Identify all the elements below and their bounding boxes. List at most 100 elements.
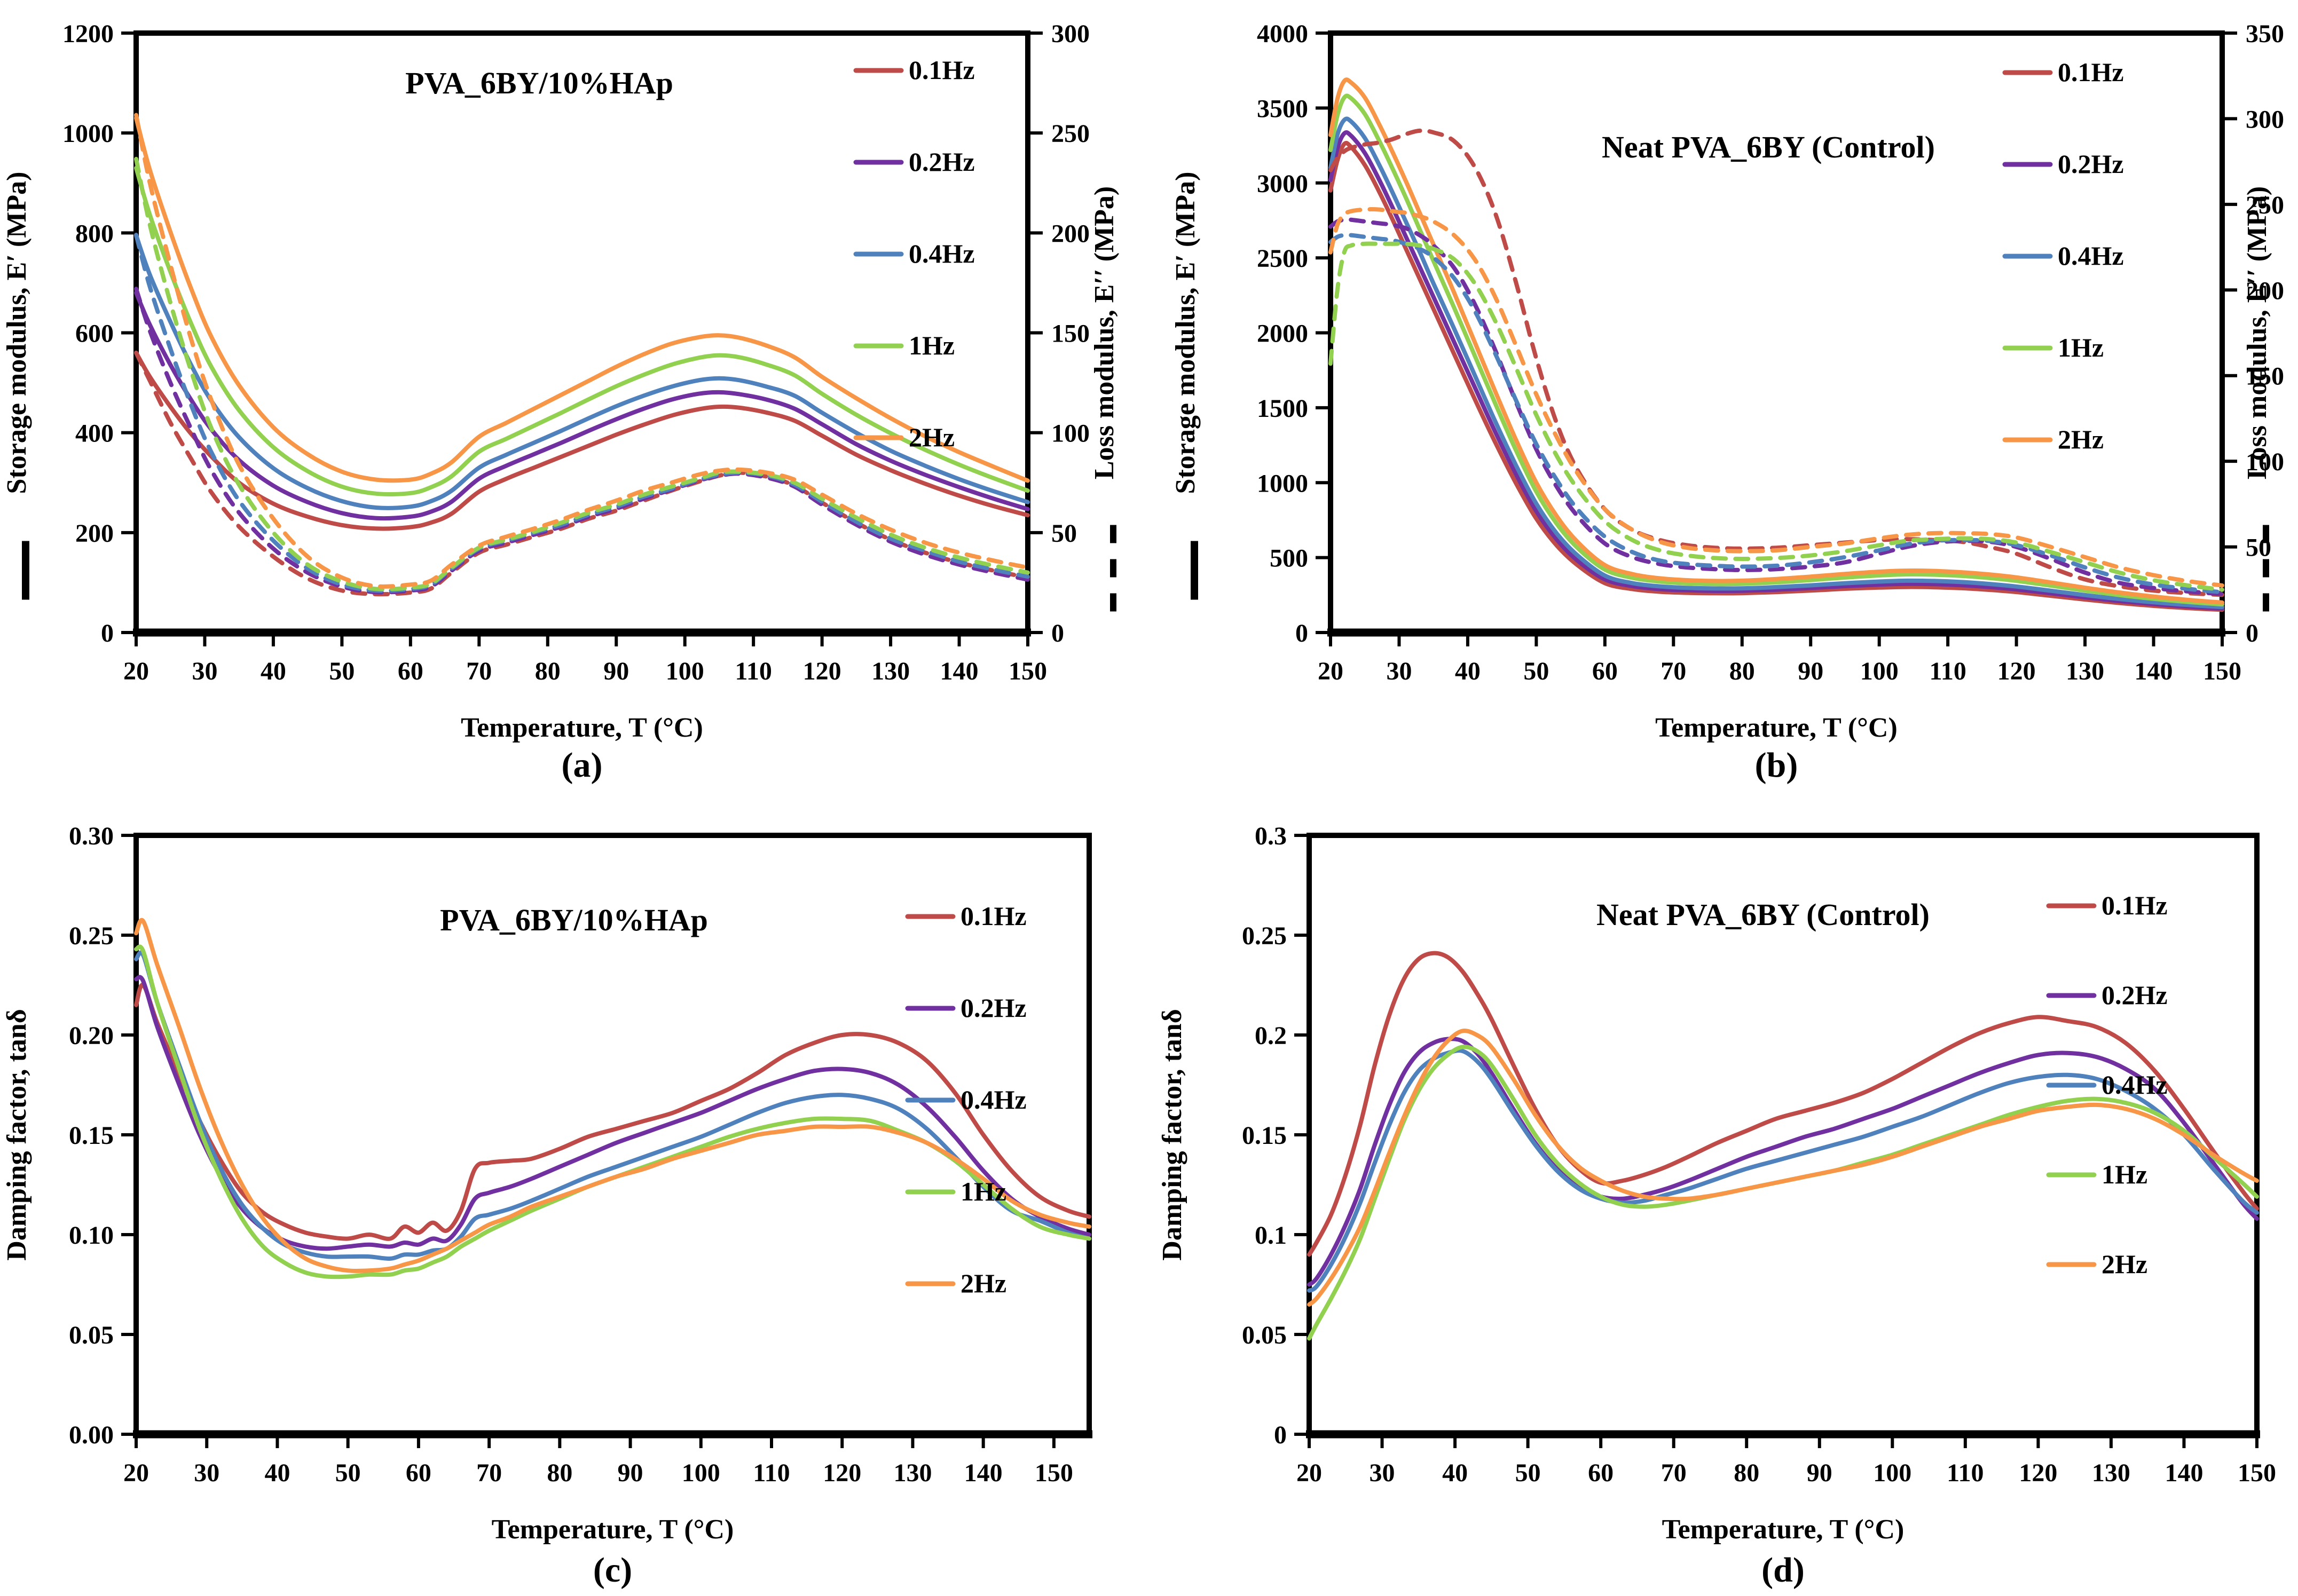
x-tick-label: 60	[1588, 1459, 1614, 1487]
x-tick-label: 90	[1798, 657, 1823, 685]
y-right-axis-title: Loss modulus, E′′ (MPa)	[2242, 186, 2272, 479]
y-right-tick-label: 50	[1051, 519, 1077, 548]
y-right-tick-label: 300	[2246, 105, 2284, 133]
panel-title: PVA_6BY/10%HAp	[440, 903, 708, 937]
y-left-tick-label: 0.3	[1255, 822, 1287, 850]
y-right-tick-label: 250	[2246, 191, 2284, 219]
panel-a-storage-loss-hap: 20 30 40 50 60 70 80 90 100 110 120 130 140 150020040…	[2, 20, 1120, 785]
series-curve-2Hz-loss-dashed	[134, 113, 1030, 589]
y-left-tick-label: 0	[1274, 1421, 1287, 1449]
panel-title: PVA_6BY/10%HAp	[405, 66, 673, 100]
y-left-tick-label: 800	[75, 219, 114, 248]
legend-label: 0.2Hz	[961, 993, 1027, 1023]
legend-label: 0.4Hz	[2102, 1070, 2168, 1100]
series-curve-0.1Hz-solid	[134, 983, 1091, 1241]
y-left-tick-label: 2500	[1257, 244, 1308, 273]
legend-label: 0.1Hz	[961, 901, 1027, 931]
y-left-tick-label: 400	[75, 420, 114, 448]
x-tick-label: 110	[735, 657, 772, 685]
series-curve-0.1Hz-solid	[134, 350, 1030, 531]
x-tick-label: 140	[940, 657, 979, 685]
x-tick-label: 80	[1734, 1459, 1759, 1487]
series-curve-0.4Hz-solid	[134, 950, 1091, 1261]
x-tick-label: 90	[618, 1459, 643, 1487]
x-tick-label: 50	[329, 657, 355, 685]
x-tick-label: 150	[1009, 657, 1047, 685]
y-left-tick-label: 4000	[1257, 20, 1308, 48]
x-tick-label: 130	[2092, 1459, 2130, 1487]
x-tick-label: 150	[2238, 1459, 2276, 1487]
y-left-axis-title: Damping factor, tanδ	[2, 1009, 32, 1260]
y-right-axis-title: Loss modulus, E′′ (MPa)	[1089, 186, 1120, 479]
x-tick-label: 70	[466, 657, 492, 685]
x-tick-label: 40	[264, 1459, 290, 1487]
y-left-tick-label: 3500	[1257, 94, 1308, 123]
panel-d-tandelta-neat: 20 30 40 50 60 70 80 90 100 110 120 130 140 150 0 0.05 0…	[1157, 822, 2276, 1590]
x-tick-label: 150	[2203, 657, 2241, 685]
series-curve-2Hz-solid	[1307, 1029, 2259, 1307]
x-tick-label: 110	[1947, 1459, 1984, 1487]
x-tick-label: 30	[1370, 1459, 1395, 1487]
y-left-tick-label: 0.25	[1242, 922, 1287, 950]
x-tick-label: 110	[753, 1459, 790, 1487]
y-left-tick-label: 2000	[1257, 320, 1308, 348]
series-curve-0.4Hz-solid	[134, 233, 1030, 510]
series-curve-0.2Hz-solid	[134, 290, 1030, 521]
legend-label: 0.4Hz	[909, 239, 975, 268]
x-tick-label: 100	[1873, 1459, 1911, 1487]
y-left-tick-label: 0.10	[69, 1221, 114, 1250]
series-curve-1Hz-solid	[134, 944, 1091, 1279]
y-left-tick-label: 1000	[1257, 469, 1308, 497]
x-tick-label: 90	[1807, 1459, 1832, 1487]
y-left-tick-label: 1000	[62, 120, 114, 148]
y-left-tick-label: 0.20	[69, 1022, 114, 1050]
series-curve-0.4Hz-loss-dashed	[1328, 233, 2224, 595]
series-curve-0.2Hz-solid	[1328, 130, 2224, 611]
x-tick-label: 30	[192, 657, 217, 685]
legend-label: 1Hz	[2058, 333, 2104, 362]
y-left-tick-label: 200	[75, 519, 114, 548]
legend-label: 1Hz	[961, 1176, 1006, 1206]
y-left-tick-label: 600	[75, 320, 114, 348]
x-tick-label: 90	[603, 657, 629, 685]
x-tick-label: 110	[1929, 657, 1966, 685]
legend-label: 0.2Hz	[909, 147, 975, 177]
x-tick-label: 80	[1729, 657, 1755, 685]
legend-label: 0.2Hz	[2102, 980, 2168, 1010]
legend-label: 2Hz	[909, 422, 955, 452]
y-left-tick-label: 0.1	[1255, 1221, 1287, 1250]
series-curve-0.2Hz-loss-dashed	[1328, 217, 2224, 596]
legend-label: 0.1Hz	[2102, 890, 2168, 920]
x-tick-label: 100	[682, 1459, 720, 1487]
y-left-tick-label: 0.30	[69, 822, 114, 850]
y-right-tick-label: 150	[2246, 362, 2284, 391]
series-curve-0.2Hz-loss-dashed	[134, 287, 1030, 595]
x-tick-label: 70	[1660, 657, 1686, 685]
x-tick-label: 60	[398, 657, 423, 685]
x-tick-label: 20	[123, 657, 149, 685]
series-curve-2Hz-solid	[1328, 77, 2224, 605]
x-axis-title: Temperature, T (°C)	[461, 713, 703, 743]
x-tick-label: 70	[1661, 1459, 1687, 1487]
legend-label: 0.4Hz	[2058, 241, 2124, 271]
x-tick-label: 130	[871, 657, 910, 685]
y-right-tick-label: 200	[1051, 219, 1090, 248]
y-right-tick-label: 250	[1051, 120, 1090, 148]
series-curve-2Hz-loss-dashed	[1328, 207, 2224, 588]
series-curve-0.1Hz-solid	[1307, 951, 2259, 1257]
x-tick-label: 140	[2165, 1459, 2203, 1487]
x-tick-label: 130	[2066, 657, 2104, 685]
y-right-tick-label: 350	[2246, 20, 2284, 48]
x-axis-title: Temperature, T (°C)	[1662, 1514, 1904, 1545]
y-right-tick-label: 0	[1051, 619, 1064, 647]
x-tick-label: 150	[1035, 1459, 1073, 1487]
series-curve-1Hz-solid	[134, 165, 1030, 496]
y-left-tick-label: 500	[1270, 544, 1308, 573]
panel-caption: (d)	[1761, 1551, 1805, 1590]
x-axis-title: Temperature, T (°C)	[1655, 713, 1898, 743]
y-left-tick-label: 0.25	[69, 922, 114, 950]
series-curve-2Hz-solid	[134, 116, 1030, 483]
legend-label: 0.1Hz	[909, 55, 975, 85]
y-left-tick-label: 0.00	[69, 1421, 114, 1449]
